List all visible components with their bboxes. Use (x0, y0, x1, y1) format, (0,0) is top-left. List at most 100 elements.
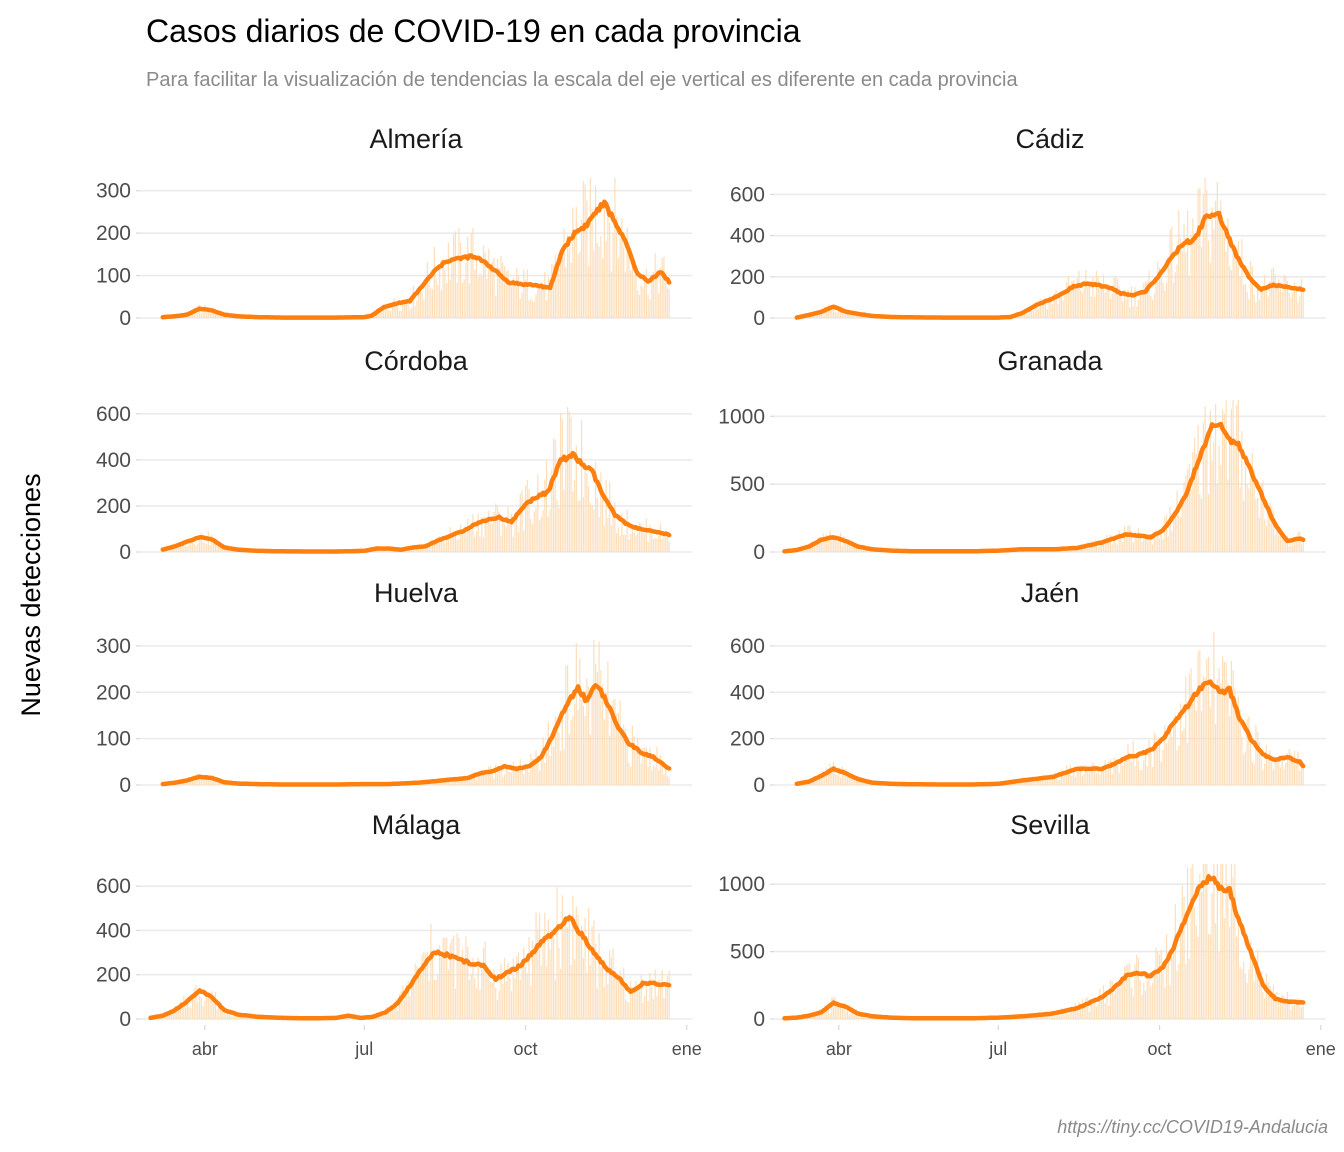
y-tick-label: 400 (730, 681, 765, 704)
daily-bar (542, 509, 544, 552)
daily-bar (861, 549, 863, 552)
daily-bar (573, 229, 576, 318)
daily-bar (382, 1016, 385, 1019)
daily-bar (838, 1006, 840, 1019)
daily-bar (418, 289, 420, 318)
daily-bar (374, 315, 376, 318)
daily-bar (852, 546, 854, 552)
daily-bar (460, 524, 462, 552)
daily-bar (1176, 490, 1178, 552)
daily-bar (1080, 548, 1082, 552)
daily-bar (582, 957, 584, 1019)
daily-bar (1260, 291, 1262, 318)
daily-bar (1076, 278, 1078, 318)
daily-bar (595, 462, 597, 552)
daily-bar (855, 315, 857, 318)
daily-bar (573, 703, 576, 785)
daily-bar (1183, 223, 1185, 318)
daily-bar (1230, 270, 1232, 318)
daily-bar (1274, 534, 1276, 552)
daily-bar (531, 940, 534, 1019)
daily-bar (460, 963, 462, 1019)
daily-bar (829, 530, 831, 552)
daily-bar (465, 262, 467, 318)
daily-bar (186, 546, 188, 552)
daily-bar (425, 953, 427, 1019)
daily-bar (1122, 765, 1124, 785)
daily-bar (1078, 1002, 1080, 1019)
daily-bar (204, 305, 206, 318)
daily-bar (834, 997, 836, 1019)
daily-bar (1179, 517, 1182, 552)
daily-bar (190, 1007, 192, 1019)
daily-bar (446, 283, 448, 318)
trend-line (148, 915, 672, 1021)
daily-bar (1167, 536, 1169, 552)
daily-bar (630, 980, 632, 1019)
daily-bar (1144, 281, 1147, 318)
daily-bar (524, 766, 527, 785)
daily-bar (623, 967, 625, 1019)
daily-bar (1160, 949, 1162, 1019)
daily-bar (1144, 755, 1147, 785)
daily-bar (1048, 775, 1050, 785)
daily-bar (214, 778, 216, 785)
daily-bar (649, 524, 651, 552)
daily-bar (547, 919, 549, 1019)
daily-bar (479, 775, 481, 785)
daily-bar (519, 298, 521, 318)
daily-bar (1155, 734, 1157, 785)
daily-bar (838, 768, 840, 785)
daily-bar (1055, 1015, 1057, 1019)
daily-bar (1285, 541, 1287, 552)
x-tick-label: abr (826, 1039, 852, 1059)
facet-panel: Sevilla 0 500 1000 abr jul oct ene (718, 810, 1335, 1059)
daily-bar (1253, 469, 1255, 552)
daily-bar (1286, 535, 1289, 552)
daily-bar (612, 233, 614, 318)
daily-bar (384, 1015, 386, 1019)
daily-bar (481, 516, 483, 552)
daily-bar (619, 237, 621, 318)
daily-bar (626, 1001, 628, 1019)
daily-bar (1078, 766, 1080, 785)
daily-bar (1029, 781, 1031, 785)
daily-bar (1045, 302, 1047, 318)
daily-bar (598, 517, 600, 552)
daily-bar (1283, 275, 1285, 318)
daily-bar (1122, 542, 1124, 552)
daily-bar (442, 780, 444, 785)
daily-bar (1132, 996, 1134, 1019)
daily-bar (447, 535, 450, 552)
daily-bar (1050, 297, 1052, 318)
daily-bar (416, 966, 418, 1019)
daily-bar (668, 777, 670, 785)
daily-bar (190, 779, 192, 785)
daily-bar (658, 980, 660, 1019)
daily-bar (176, 1008, 178, 1019)
daily-bar (1230, 660, 1232, 785)
daily-bar (1029, 311, 1031, 318)
daily-bar (1207, 240, 1210, 318)
daily-bar (666, 976, 669, 1019)
facet-title: Córdoba (364, 346, 469, 376)
daily-bar (661, 258, 663, 318)
daily-bar (1237, 400, 1239, 552)
daily-bar (666, 288, 669, 318)
daily-bar (403, 301, 406, 318)
daily-bar (458, 937, 460, 1019)
daily-bar (1295, 287, 1297, 318)
daily-bar (822, 1010, 824, 1019)
daily-bar (1088, 286, 1091, 318)
daily-bar (1066, 282, 1068, 318)
daily-bar (644, 746, 646, 785)
daily-bar (661, 760, 663, 785)
y-tick-label: 100 (96, 265, 131, 288)
daily-bar (482, 947, 485, 1019)
daily-bar (559, 255, 562, 318)
daily-bar (647, 1000, 649, 1019)
daily-bar (1108, 284, 1110, 318)
daily-bar (1262, 992, 1264, 1019)
daily-bar (593, 640, 595, 785)
